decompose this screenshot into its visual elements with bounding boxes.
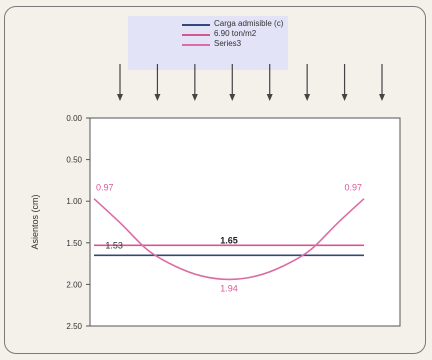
load-arrow-head	[191, 94, 198, 101]
load-arrow-head	[266, 94, 273, 101]
legend-swatch	[182, 34, 210, 36]
data-label: 1.65	[220, 235, 238, 245]
series-line-2	[93, 198, 365, 281]
y-tick-label: 1.50	[66, 239, 82, 248]
chart-legend: Carga admisible (c) 6.90 ton/m2 Series3	[128, 16, 288, 70]
legend-swatch	[182, 44, 210, 46]
data-label: 0.97	[344, 183, 362, 193]
y-tick-label: 0.50	[66, 156, 82, 165]
load-arrow-head	[117, 94, 123, 101]
y-tick-label: 2.00	[66, 280, 82, 289]
load-arrow-head	[154, 94, 161, 101]
load-arrow-head	[341, 94, 348, 101]
legend-swatch	[182, 24, 210, 26]
y-tick-label: 2.50	[66, 322, 82, 331]
legend-label: Series3	[214, 39, 242, 48]
legend-label: 6.90 ton/m2	[214, 29, 257, 38]
y-axis-label: Asientos (cm)	[30, 194, 40, 249]
y-tick-label: 0.00	[66, 114, 82, 123]
plot-area	[89, 117, 401, 327]
data-label: 1.53	[105, 240, 123, 250]
legend-label: Carga admisible (c)	[214, 19, 284, 28]
load-arrow-head	[229, 94, 236, 101]
data-label: 1.94	[220, 283, 238, 293]
y-tick-label: 1.00	[66, 197, 82, 206]
load-arrow-head	[379, 94, 385, 101]
data-label: 0.97	[96, 183, 114, 193]
load-arrow-head	[304, 94, 311, 101]
